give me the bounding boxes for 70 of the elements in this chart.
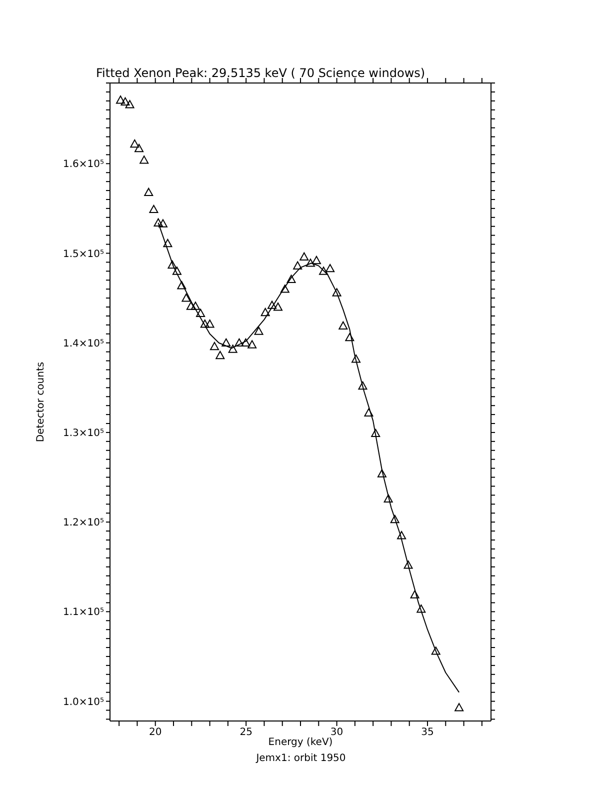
chart-title: Fitted Xenon Peak: 29.5135 keV ( 70 Science windows)	[96, 66, 426, 80]
text: Jemx1: orbit 1950	[256, 753, 346, 764]
point	[154, 218, 163, 226]
point	[260, 308, 270, 316]
point	[274, 302, 283, 311]
y-tick-label: 1.5×10⁵	[62, 248, 104, 260]
y-axis-title: Detector counts	[36, 362, 47, 442]
point	[268, 300, 277, 309]
point	[116, 96, 126, 104]
point	[216, 350, 225, 360]
point	[397, 531, 406, 540]
point	[345, 332, 354, 342]
point	[286, 274, 296, 283]
point	[254, 326, 264, 335]
point	[172, 266, 182, 275]
point	[431, 646, 440, 655]
point	[234, 338, 244, 347]
point	[332, 288, 342, 296]
point	[280, 284, 290, 293]
point	[404, 560, 413, 569]
x-tick-label: 35	[421, 727, 434, 738]
x-tick-label: 30	[330, 727, 344, 738]
point	[312, 256, 321, 264]
point	[130, 139, 140, 148]
point	[168, 260, 177, 269]
point	[416, 604, 426, 613]
point	[120, 97, 130, 106]
point	[177, 281, 186, 290]
point	[338, 321, 348, 330]
x-tick-label: 20	[148, 727, 162, 738]
y-tick-label: 1.4×10⁵	[62, 338, 104, 350]
point	[205, 320, 214, 328]
point	[454, 703, 464, 712]
point	[134, 144, 144, 152]
point	[241, 338, 250, 347]
point	[248, 340, 257, 348]
y-tick-label: 1.0×10⁵	[62, 696, 104, 708]
point	[144, 188, 154, 196]
y-tick-label: 1.3×10⁵	[62, 428, 104, 440]
point	[149, 204, 158, 214]
y-tick-label: 1.1×10⁵	[62, 607, 104, 618]
point	[293, 261, 302, 270]
point	[196, 308, 206, 317]
point	[228, 344, 238, 353]
point	[200, 320, 210, 328]
point	[163, 238, 172, 248]
point	[371, 428, 380, 438]
y-tick-label: 1.6×10⁵	[62, 159, 104, 170]
point	[358, 381, 368, 390]
point	[326, 264, 335, 272]
point	[300, 252, 309, 261]
point	[364, 408, 374, 416]
point	[306, 258, 315, 267]
x-tick-label: 25	[240, 727, 252, 738]
point	[140, 156, 149, 164]
point	[410, 590, 420, 598]
point	[190, 302, 200, 310]
point	[222, 338, 231, 347]
point	[352, 354, 361, 363]
point	[377, 469, 386, 478]
point	[210, 342, 220, 350]
point	[384, 494, 393, 502]
point	[390, 514, 400, 524]
point	[125, 100, 134, 108]
point	[182, 294, 191, 302]
point	[158, 219, 168, 228]
point	[319, 266, 328, 275]
point	[186, 302, 196, 310]
y-tick-label: 1.2×10⁵	[62, 518, 104, 529]
x-axis-title: Energy (keV)	[268, 737, 333, 748]
